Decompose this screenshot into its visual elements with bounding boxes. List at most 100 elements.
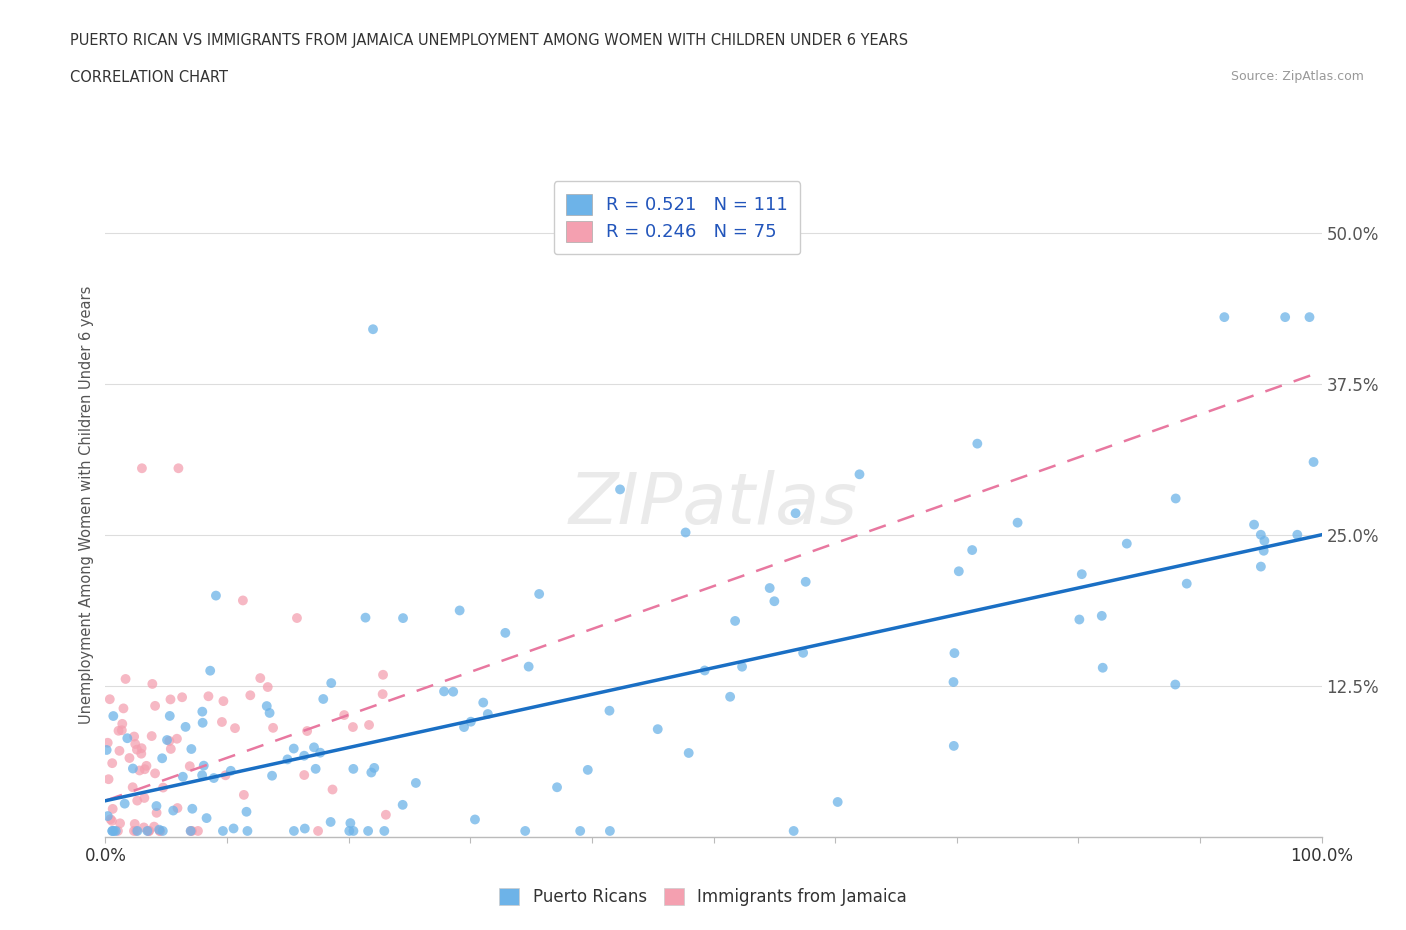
- Point: [453, 720, 475, 735]
- Text: CORRELATION CHART: CORRELATION CHART: [70, 70, 228, 85]
- Point: [172, 690, 194, 705]
- Point: [224, 721, 246, 736]
- Point: [232, 788, 254, 803]
- Point: [136, 824, 159, 839]
- Point: [441, 684, 464, 699]
- Point: [127, 793, 149, 808]
- Point: [276, 752, 298, 767]
- Point: [1213, 310, 1236, 325]
- Point: [138, 824, 160, 839]
- Point: [1007, 515, 1029, 530]
- Point: [111, 716, 134, 731]
- Point: [1164, 491, 1187, 506]
- Point: [357, 718, 380, 733]
- Point: [108, 816, 131, 830]
- Point: [191, 768, 214, 783]
- Point: [360, 765, 382, 780]
- Point: [219, 764, 242, 778]
- Point: [371, 668, 394, 683]
- Point: [211, 714, 233, 729]
- Point: [232, 593, 254, 608]
- Point: [342, 720, 364, 735]
- Point: [101, 824, 124, 839]
- Point: [145, 799, 167, 814]
- Point: [214, 768, 236, 783]
- Point: [143, 698, 166, 713]
- Point: [122, 729, 145, 744]
- Point: [195, 811, 218, 826]
- Point: [449, 603, 471, 618]
- Point: [141, 728, 163, 743]
- Point: [111, 723, 134, 737]
- Point: [354, 610, 377, 625]
- Point: [159, 692, 181, 707]
- Point: [118, 751, 141, 765]
- Point: [292, 767, 315, 782]
- Point: [1115, 537, 1137, 551]
- Point: [124, 737, 146, 751]
- Point: [294, 821, 316, 836]
- Point: [259, 706, 281, 721]
- Point: [598, 703, 620, 718]
- Point: [1253, 543, 1275, 558]
- Point: [104, 824, 127, 839]
- Point: [477, 707, 499, 722]
- Point: [792, 645, 814, 660]
- Point: [212, 694, 235, 709]
- Point: [763, 594, 786, 609]
- Point: [942, 738, 965, 753]
- Point: [97, 736, 120, 751]
- Point: [239, 688, 262, 703]
- Point: [156, 733, 179, 748]
- Point: [152, 780, 174, 795]
- Point: [149, 824, 172, 839]
- Point: [150, 751, 173, 765]
- Point: [302, 740, 325, 755]
- Point: [235, 804, 257, 819]
- Point: [159, 709, 181, 724]
- Point: [143, 819, 166, 834]
- Text: Source: ZipAtlas.com: Source: ZipAtlas.com: [1230, 70, 1364, 83]
- Point: [1250, 559, 1272, 574]
- Point: [222, 821, 245, 836]
- Point: [321, 675, 343, 690]
- Point: [1286, 527, 1309, 542]
- Point: [98, 692, 121, 707]
- Point: [127, 824, 149, 839]
- Point: [131, 461, 153, 476]
- Point: [107, 824, 129, 839]
- Point: [103, 824, 125, 839]
- Point: [1070, 566, 1092, 581]
- Point: [114, 796, 136, 811]
- Point: [205, 588, 228, 603]
- Point: [167, 461, 190, 476]
- Point: [546, 780, 568, 795]
- Point: [101, 756, 124, 771]
- Point: [180, 824, 202, 839]
- Point: [135, 758, 157, 773]
- Point: [198, 663, 221, 678]
- Point: [599, 824, 621, 839]
- Point: [357, 824, 380, 839]
- Point: [152, 824, 174, 839]
- Point: [942, 674, 965, 689]
- Point: [112, 701, 135, 716]
- Point: [114, 671, 136, 686]
- Point: [1164, 677, 1187, 692]
- Point: [136, 824, 159, 839]
- Point: [305, 762, 328, 777]
- Point: [202, 771, 225, 786]
- Point: [197, 689, 219, 704]
- Point: [143, 766, 166, 781]
- Point: [948, 564, 970, 578]
- Legend: R = 0.521   N = 111, R = 0.246   N = 75: R = 0.521 N = 111, R = 0.246 N = 75: [554, 181, 800, 255]
- Point: [391, 797, 413, 812]
- Point: [256, 698, 278, 713]
- Point: [107, 724, 129, 738]
- Point: [180, 741, 202, 756]
- Point: [191, 704, 214, 719]
- Point: [96, 742, 118, 757]
- Point: [162, 804, 184, 818]
- Point: [125, 742, 148, 757]
- Point: [966, 436, 988, 451]
